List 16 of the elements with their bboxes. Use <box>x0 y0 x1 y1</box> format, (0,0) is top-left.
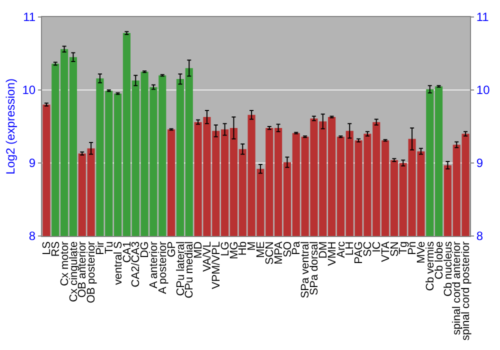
x-tick-label: Tg <box>398 241 410 254</box>
x-tick-label: Cb lobe <box>433 241 446 280</box>
y2-tick-label: 8 <box>476 229 484 244</box>
y2-tick-label: 11 <box>476 10 490 24</box>
y-axis-title: Log2 (expression) <box>4 78 18 175</box>
x-tick-label: spinal cord posterior <box>460 241 472 340</box>
x-tick-label: RS <box>50 241 62 257</box>
y-tick-label: 10 <box>22 83 36 98</box>
x-tick-label: IC <box>370 241 383 252</box>
y-tick-label: 9 <box>28 156 36 170</box>
y-tick-label: 11 <box>23 10 36 24</box>
y-tick-label: 8 <box>28 229 36 244</box>
y2-tick-label: 9 <box>476 156 484 170</box>
y2-tick-label: 10 <box>476 83 490 98</box>
x-tick-label: SCN <box>264 241 276 265</box>
x-tick-label: OB posterior <box>86 241 98 304</box>
